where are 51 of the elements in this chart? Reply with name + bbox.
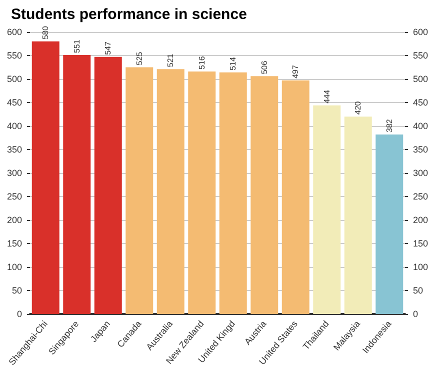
y-tick-label: 350 [6, 144, 22, 155]
y-tick-label: 400 [6, 121, 22, 132]
data-label: 514 [228, 56, 238, 70]
chart-title: Students performance in science [11, 6, 247, 23]
bar [344, 116, 372, 314]
data-label: 551 [72, 39, 82, 54]
bar [219, 72, 247, 314]
y2-tick-label: 500 [413, 74, 428, 84]
bar [188, 71, 216, 314]
y-tick-label: 500 [6, 74, 22, 84]
data-label: 497 [291, 64, 300, 78]
y-tick-label: 550 [6, 50, 22, 61]
data-label: 525 [134, 51, 144, 66]
y2-tick-label: 150 [413, 238, 428, 249]
y2-tick-label: 300 [413, 168, 428, 178]
y2-tick-label: 100 [413, 262, 428, 272]
y-tick-label: 250 [6, 192, 22, 202]
y-tick-label: 0 [16, 309, 22, 320]
y2-tick-label: 200 [413, 215, 428, 226]
y-tick-label: 600 [6, 27, 22, 37]
data-label: 506 [260, 60, 269, 74]
y-tick-label: 150 [6, 238, 22, 249]
bar [250, 76, 278, 314]
data-label: 444 [322, 89, 332, 104]
bar [282, 80, 310, 314]
y-tick-label: 100 [6, 262, 22, 272]
bar [376, 134, 404, 314]
y2-tick-label: 50 [413, 286, 424, 296]
data-label: 516 [197, 56, 206, 70]
y2-tick-label: 550 [413, 50, 428, 61]
y2-tick-label: 600 [413, 27, 428, 37]
y-tick-label: 450 [6, 98, 22, 108]
data-label: 382 [384, 118, 394, 132]
data-label: 580 [41, 26, 50, 40]
y-tick-label: 300 [6, 168, 22, 178]
bar [32, 41, 60, 314]
data-label: 547 [104, 41, 113, 55]
y2-tick-label: 450 [413, 98, 428, 108]
data-label: 521 [166, 53, 176, 68]
data-label: 420 [354, 100, 363, 115]
bar [126, 67, 154, 314]
y2-tick-label: 250 [413, 192, 428, 202]
bar [156, 69, 184, 314]
y2-tick-label: 350 [413, 144, 428, 155]
y2-tick-label: 400 [413, 121, 428, 132]
y2-tick-label: 0 [413, 309, 418, 320]
bar [94, 56, 122, 314]
y-tick-label: 200 [6, 215, 22, 226]
bar [63, 55, 91, 314]
y-tick-label: 50 [12, 286, 22, 296]
bar [313, 105, 341, 314]
